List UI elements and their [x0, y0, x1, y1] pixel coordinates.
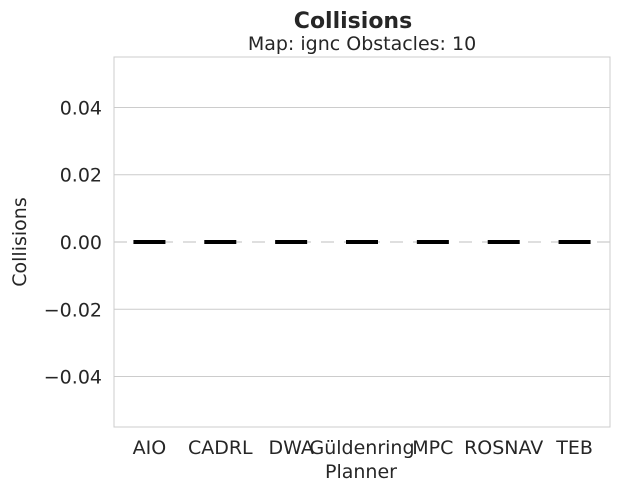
chart-title: Collisions	[294, 9, 412, 34]
x-tick-label: CADRL	[188, 437, 253, 459]
x-tick-label: Güldenring	[309, 437, 414, 459]
x-tick-label: DWA	[268, 437, 313, 459]
y-tick-labels: 0.04 0.02 0.00 −0.02 −0.04	[44, 97, 102, 388]
x-tick-label: MPC	[412, 437, 453, 459]
x-tick-label: ROSNAV	[464, 437, 543, 459]
chart-subtitle: Map: ignc Obstacles: 10	[248, 33, 476, 55]
y-tick-label: 0.04	[60, 97, 102, 119]
y-tick-label: −0.02	[44, 299, 102, 321]
x-axis-label: Planner	[325, 461, 397, 483]
x-tick-label: TEB	[555, 437, 593, 459]
y-tick-label: −0.04	[44, 367, 102, 389]
y-axis-label: Collisions	[9, 197, 31, 286]
y-tick-label: 0.02	[60, 165, 102, 187]
x-tick-label: AIO	[133, 437, 167, 459]
y-tick-label: 0.00	[60, 232, 102, 254]
